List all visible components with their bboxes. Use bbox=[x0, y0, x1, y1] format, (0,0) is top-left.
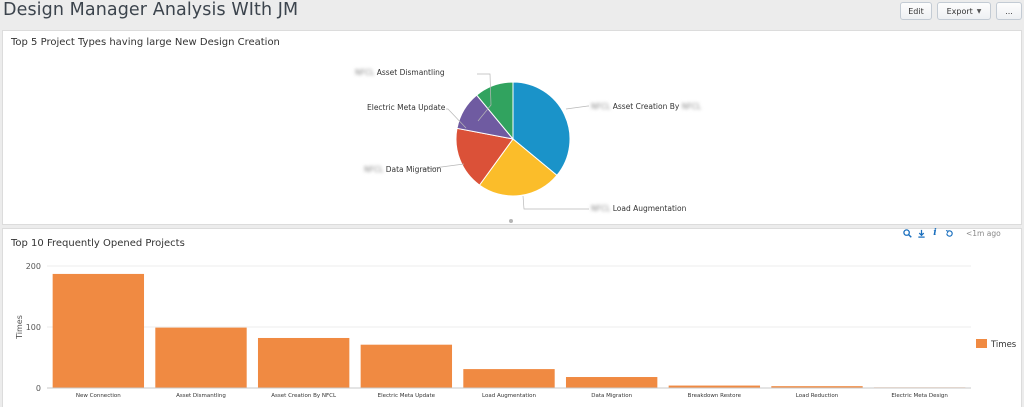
pie-label-asset-dismantling: NFCL Asset Dismantling bbox=[355, 68, 445, 77]
x-tick-label: New Connection bbox=[76, 393, 121, 399]
bar[interactable] bbox=[155, 327, 247, 388]
bar[interactable] bbox=[565, 377, 658, 388]
pie-slice[interactable] bbox=[512, 81, 571, 177]
bar-panel-title: Top 10 Frequently Opened Projects bbox=[11, 238, 185, 249]
resize-handle-icon[interactable] bbox=[509, 219, 513, 223]
pie-label-electric-meta-update: Electric Meta Update bbox=[367, 103, 446, 112]
bar[interactable] bbox=[257, 337, 350, 388]
leader-line bbox=[446, 108, 467, 129]
panel-toolbar: i <1m ago bbox=[900, 226, 1020, 240]
bar[interactable] bbox=[771, 386, 863, 388]
x-tick-label: Breakdown Restore bbox=[688, 393, 742, 399]
last-refresh-text: <1m ago bbox=[966, 228, 1001, 238]
x-tick-label: Asset Creation By NFCL bbox=[271, 393, 337, 399]
download-icon[interactable] bbox=[914, 226, 928, 240]
legend-label: Times bbox=[990, 340, 1017, 350]
x-tick-label: Electric Meta Update bbox=[378, 393, 436, 399]
refresh-icon[interactable] bbox=[942, 226, 956, 240]
x-tick-label: Data Migration bbox=[591, 393, 632, 399]
y-tick-label: 100 bbox=[26, 323, 41, 332]
x-tick-label: Electric Meta Design bbox=[891, 393, 948, 399]
pie-slice[interactable] bbox=[455, 127, 514, 186]
x-tick-label: Asset Dismantling bbox=[176, 393, 226, 399]
export-button[interactable]: Export ▼ bbox=[937, 2, 991, 20]
bar[interactable] bbox=[668, 385, 761, 388]
leader-line bbox=[565, 105, 589, 110]
pie-slice[interactable] bbox=[475, 81, 514, 141]
pie-label-asset-creation: NFCL Asset Creation By NFCL bbox=[591, 102, 702, 111]
chevron-down-icon: ▼ bbox=[976, 7, 982, 15]
pie-label-load-augmentation: NFCL Load Augmentation bbox=[591, 204, 687, 213]
legend-swatch bbox=[976, 339, 987, 348]
leader-line bbox=[522, 195, 589, 210]
y-axis-label: Times bbox=[15, 315, 24, 340]
bar[interactable] bbox=[360, 344, 453, 388]
x-tick-label: Load Augmentation bbox=[482, 393, 536, 399]
pie-chart-panel: Top 5 Project Types having large New Des… bbox=[2, 30, 1022, 225]
y-tick-label: 200 bbox=[26, 262, 41, 271]
page-title: Design Manager Analysis WIth JM bbox=[3, 0, 299, 20]
leader-line bbox=[477, 73, 492, 122]
x-tick-label: Load Reduction bbox=[796, 393, 839, 399]
bar[interactable] bbox=[52, 273, 145, 388]
pie-panel-title: Top 5 Project Types having large New Des… bbox=[11, 37, 280, 48]
dashboard-header: Design Manager Analysis WIth JM Edit Exp… bbox=[0, 0, 1024, 28]
bar[interactable] bbox=[463, 369, 555, 388]
edit-button[interactable]: Edit bbox=[900, 2, 932, 20]
pie-label-data-migration: NFCL Data Migration bbox=[364, 165, 442, 174]
y-tick-label: 0 bbox=[36, 384, 41, 393]
more-options-button[interactable]: ... bbox=[996, 2, 1022, 20]
bar-chart-panel: Top 10 Frequently Opened Projects 0 100 20… bbox=[2, 228, 1022, 407]
info-icon[interactable]: i bbox=[933, 228, 937, 238]
bar-chart: 0 100 200 Times New Connection Asset Dismantl… bbox=[15, 262, 1017, 399]
pie-slice[interactable] bbox=[478, 138, 558, 197]
pie-chart bbox=[422, 73, 589, 210]
search-icon[interactable] bbox=[900, 226, 914, 240]
leader-line bbox=[422, 163, 465, 170]
